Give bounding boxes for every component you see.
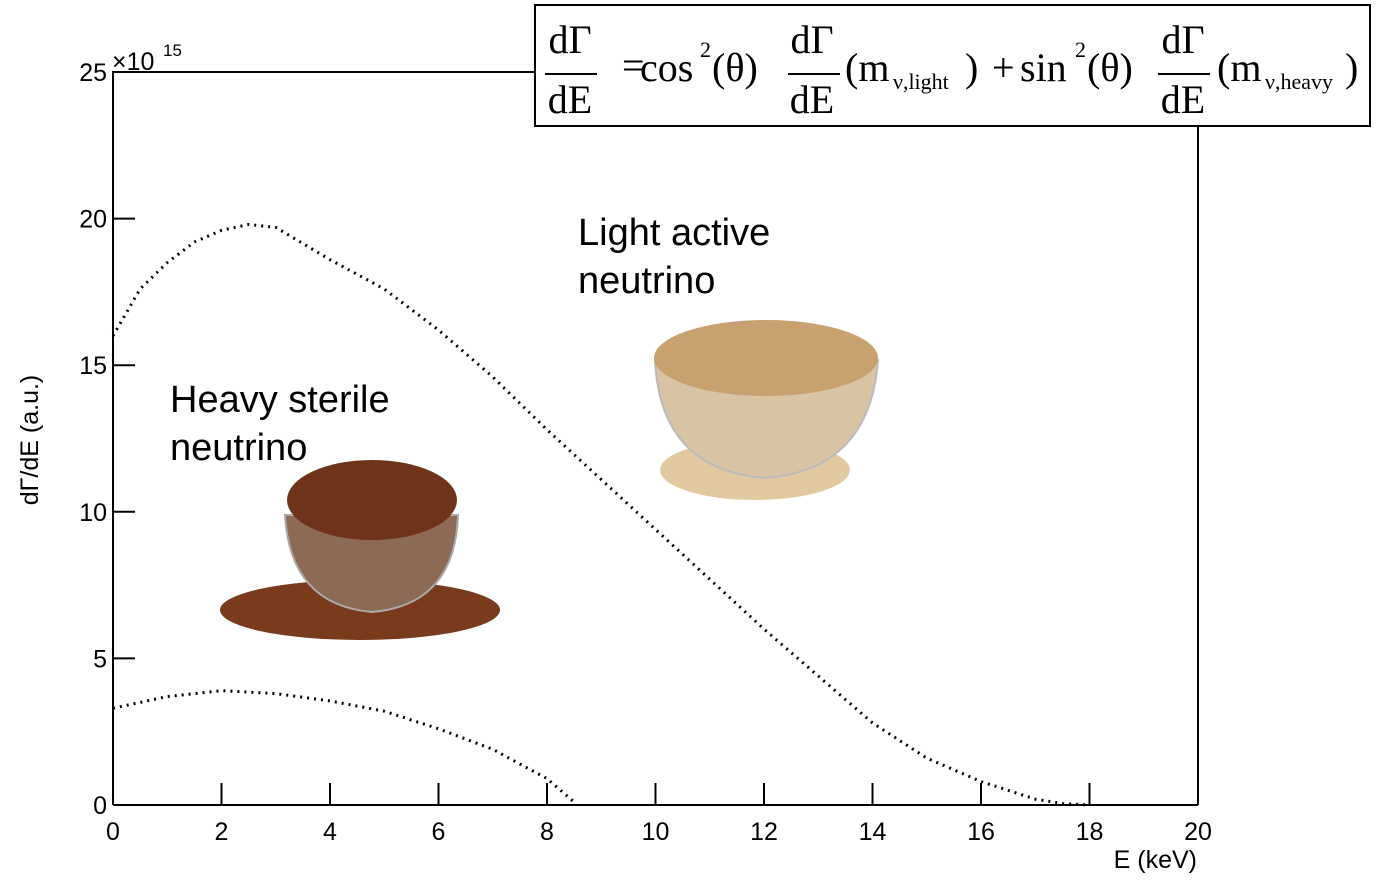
x-tick-label: 10 [642,818,670,846]
formula-box [534,4,1371,127]
formula-part: sin [1020,45,1067,90]
x-tick-label: 18 [1076,818,1104,846]
formula-part: dΓ [790,17,833,62]
formula-part: (θ) [1087,45,1133,90]
formula-part: ) [965,45,978,90]
x-tick-label: 16 [967,818,995,846]
y-exponent: 15 [163,41,182,60]
oat-bowl [653,320,880,500]
y-tick-label: 5 [93,645,107,673]
x-axis-label: E (keV) [1114,846,1197,874]
x-tick-label: 6 [432,818,446,846]
formula-part: + [992,45,1015,90]
x-tick-label: 2 [215,818,229,846]
y-tick-label: 25 [79,59,107,87]
annotation: neutrino [578,260,715,302]
formula-part: (m [845,45,889,90]
spectrum-line [111,222,1090,807]
x-tick-label: 0 [106,818,120,846]
formula-part: ) [1345,45,1358,90]
formula-part: dE [790,77,834,122]
x-tick-label: 8 [540,818,554,846]
formula-part: dE [548,77,592,122]
formula-part: dE [1161,77,1205,122]
formula-part: 2 [700,37,711,62]
x-tick-label: 4 [323,818,337,846]
x-tick-label: 14 [859,818,887,846]
y-axis-label: dΓ/dE (a.u.) [16,375,44,506]
annotation: Light active [578,212,770,254]
formula-part: 2 [1075,37,1086,62]
annotation: neutrino [170,427,307,469]
x-tick-label: 20 [1184,818,1212,846]
formula-part: ν,heavy [1265,69,1333,94]
formula-part: dΓ [1161,17,1204,62]
y-tick-label: 15 [79,352,107,380]
annotation: Heavy sterile [170,379,390,421]
formula-part: cos [640,45,693,90]
y-tick-label: 0 [93,792,107,820]
formula-part: dΓ [548,17,591,62]
formula-part: (θ) [712,45,758,90]
formula-part: ν,light [893,69,949,94]
y-tick-label: 20 [79,206,107,234]
formula-part: = [622,43,645,88]
x-tick-label: 12 [750,818,778,846]
spectrum-line [112,689,576,804]
formula-part: (m [1217,45,1261,90]
y-tick-label: 10 [79,499,107,527]
raisin-bowl [220,460,500,640]
